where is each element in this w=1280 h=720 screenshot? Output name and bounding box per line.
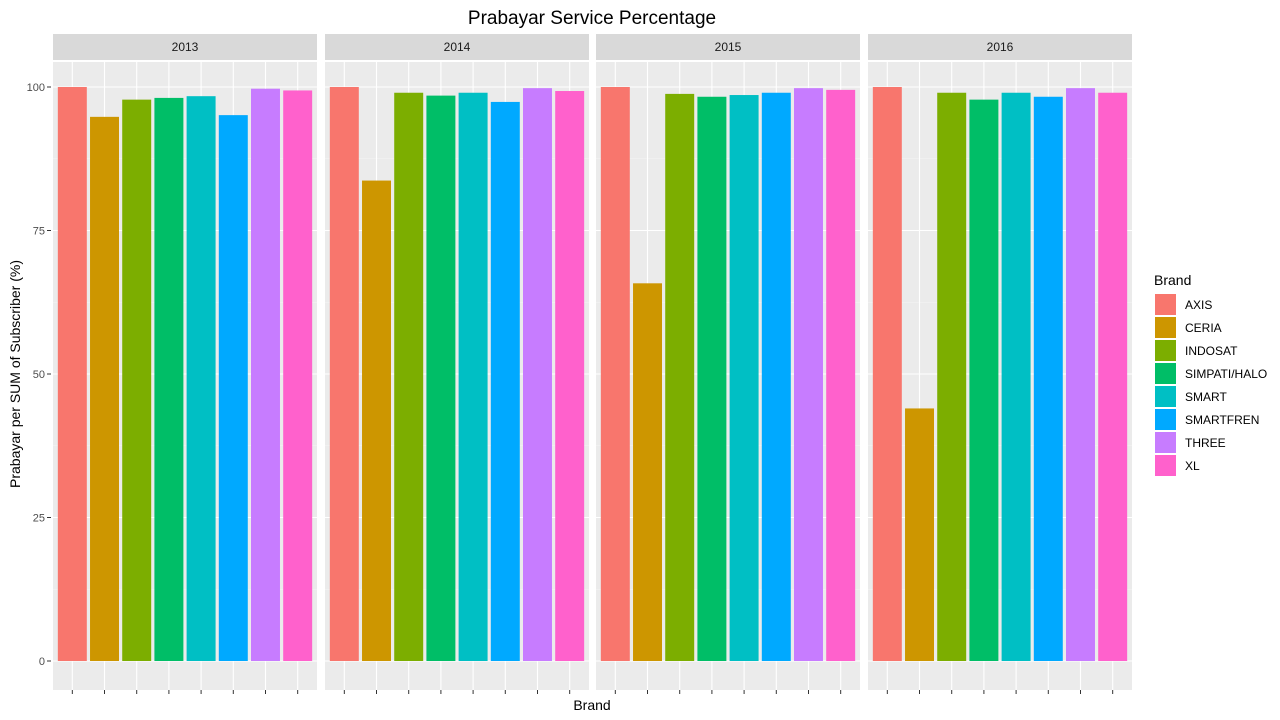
legend-swatch (1155, 340, 1176, 361)
facet-panel-2014: 2014 (325, 34, 589, 694)
bar-2016-indosat (937, 92, 967, 662)
bar-2014-smart (458, 92, 488, 662)
facet-strip (868, 34, 1132, 60)
bar-2013-three (251, 88, 280, 662)
legend-swatch (1155, 317, 1176, 338)
y-tick-label: 100 (27, 82, 45, 94)
facet-strip-label: 2015 (715, 40, 742, 54)
bar-2016-ceria (905, 408, 934, 661)
legend-items: AXIS CERIA INDOSAT SIMPATI/HALO SMART SMARTFR… (1155, 294, 1267, 476)
legend-title: Brand (1154, 272, 1191, 288)
bar-2014-simpati-halo (426, 95, 456, 662)
legend-label: SMART (1185, 390, 1227, 404)
y-axis-title: Prabayar per SUM of Subscriber (%) (7, 260, 23, 488)
y-axis-ticks: 0 25 50 75 100 (27, 82, 51, 668)
legend: Brand AXIS CERIA INDOSAT SIMPATI/HALO SMART S… (1154, 272, 1267, 476)
legend-label: XL (1185, 459, 1200, 473)
bar-2013-ceria (90, 116, 119, 661)
bar-2013-smart (186, 96, 216, 661)
bar-2016-xl (1098, 92, 1128, 662)
facet-strip (325, 34, 589, 60)
legend-label: THREE (1185, 436, 1226, 450)
bar-2013-simpati-halo (154, 97, 184, 661)
legend-label: AXIS (1185, 298, 1212, 312)
legend-swatch (1155, 294, 1176, 315)
bar-2013-smartfren (218, 115, 248, 662)
bar-2015-three (794, 88, 823, 661)
bar-2014-ceria (362, 180, 391, 661)
bar-2013-xl (283, 90, 313, 662)
facet-strip-label: 2016 (987, 40, 1014, 54)
bar-2013-axis (57, 87, 87, 661)
bar-2014-xl (555, 91, 585, 661)
y-axis-title-group: Prabayar per SUM of Subscriber (%) (7, 260, 23, 488)
legend-swatch (1155, 363, 1176, 384)
bar-2014-smartfren (490, 101, 520, 661)
legend-swatch (1155, 432, 1176, 453)
bar-2013-indosat (122, 99, 152, 662)
bar-2014-axis (329, 87, 359, 661)
legend-label: CERIA (1185, 321, 1222, 335)
facet-panel-2016: 2016 (868, 34, 1132, 694)
facet-strip (53, 34, 317, 60)
bar-2015-smart (729, 95, 759, 661)
bar-2015-xl (826, 89, 856, 662)
legend-swatch (1155, 386, 1176, 407)
facet-panel-2013: 2013 (53, 34, 317, 694)
y-tick-label: 25 (33, 513, 45, 525)
legend-swatch (1155, 455, 1176, 476)
legend-label: SMARTFREN (1185, 413, 1259, 427)
facet-strip-label: 2013 (172, 40, 199, 54)
facet-strip-label: 2014 (444, 40, 471, 54)
bar-2016-smart (1001, 92, 1031, 662)
bar-2016-smartfren (1033, 96, 1063, 662)
facet-panel-2015: 2015 (596, 34, 860, 694)
bar-2015-axis (600, 87, 630, 661)
legend-label: INDOSAT (1185, 344, 1238, 358)
legend-swatch (1155, 409, 1176, 430)
bar-2016-axis (872, 87, 902, 661)
chart-title: Prabayar Service Percentage (468, 8, 716, 29)
bar-2015-smartfren (761, 92, 791, 662)
bar-2014-three (523, 88, 552, 661)
bar-2016-simpati-halo (969, 99, 999, 662)
x-axis-title: Brand (573, 697, 610, 713)
bar-2014-indosat (394, 92, 424, 662)
y-tick-label: 75 (33, 226, 45, 238)
bar-2016-three (1066, 88, 1095, 661)
bar-2015-simpati-halo (697, 96, 727, 662)
legend-label: SIMPATI/HALO (1185, 367, 1267, 381)
bar-2015-ceria (633, 283, 662, 661)
facet-strip (596, 34, 860, 60)
y-tick-label: 50 (33, 369, 45, 381)
facet-panels: 2013 2014 2015 2016 (53, 34, 1132, 694)
bar-2015-indosat (665, 93, 695, 661)
y-tick-label: 0 (39, 656, 45, 668)
